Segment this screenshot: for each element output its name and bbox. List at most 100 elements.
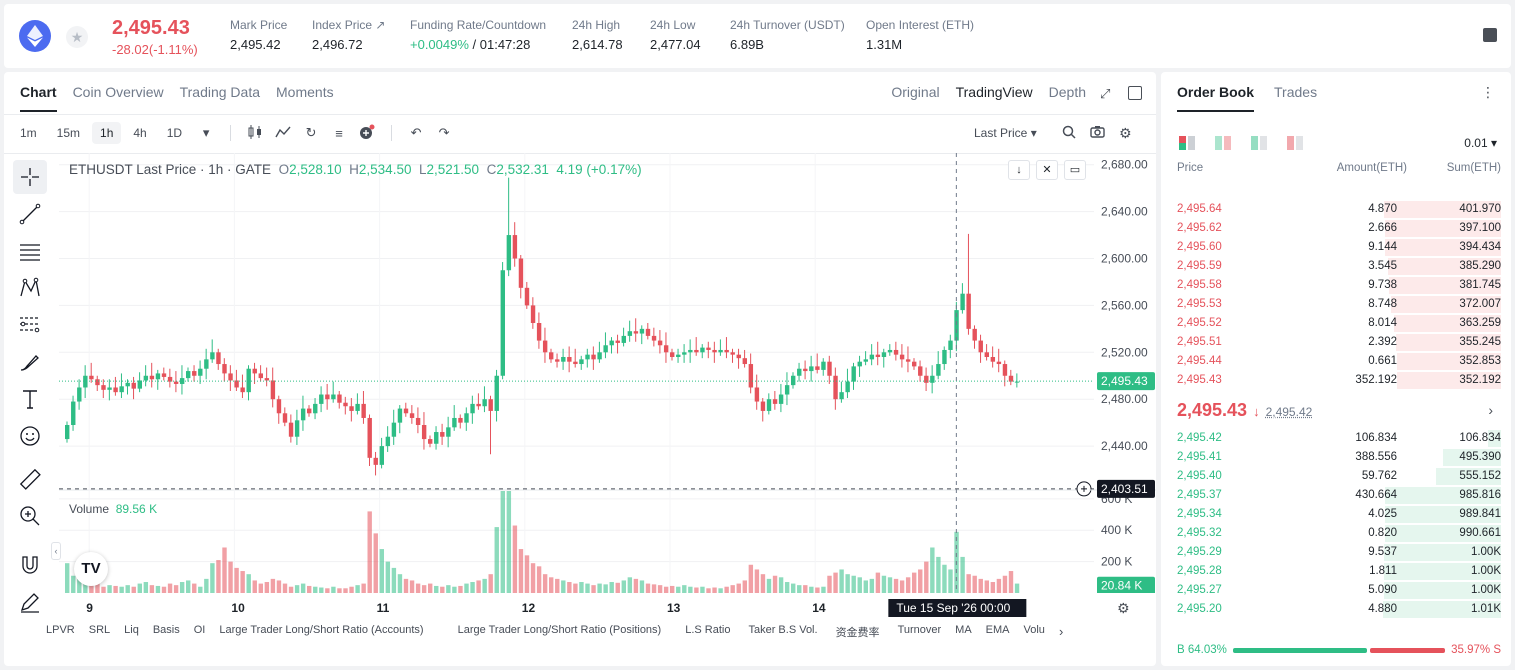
row-price: 2,495.42 [1177, 432, 1222, 444]
precision-select[interactable]: 0.01 ▾ [1464, 136, 1497, 150]
candle-type-icon[interactable] [243, 124, 267, 142]
bid-row[interactable]: 2,495.32 0.820 990.661 [1161, 524, 1511, 543]
ask-row[interactable]: 2,495.52 8.014 363.259 [1161, 314, 1511, 333]
brush-icon[interactable] [13, 345, 47, 379]
bid-row[interactable]: 2,495.28 1.811 1.00K [1161, 562, 1511, 581]
timeframe-1d[interactable]: 1D [166, 126, 183, 140]
chart-settings-icon[interactable]: ⚙ [1117, 600, 1130, 616]
collapse-toolbar-icon[interactable]: ‹ [51, 542, 61, 560]
indicator-liq[interactable]: Liq [124, 624, 139, 636]
tab-chart[interactable]: Chart [20, 84, 57, 112]
candlestick-chart[interactable] [59, 153, 1094, 593]
bid-row[interactable]: 2,495.41 388.556 495.390 [1161, 448, 1511, 467]
indicator-lpvr[interactable]: LPVR [46, 624, 75, 636]
maximize-icon[interactable]: ▭ [1064, 160, 1086, 180]
text-tool-icon[interactable] [13, 382, 47, 416]
bid-row[interactable]: 2,495.34 4.025 989.841 [1161, 505, 1511, 524]
ruler-icon[interactable] [13, 462, 47, 496]
expand-icon[interactable]: ⤢ [1100, 86, 1111, 101]
timeframe-4h[interactable]: 4h [133, 126, 147, 140]
timeframe-1m[interactable]: 1m [20, 126, 37, 140]
gear-icon[interactable]: ⚙ [1119, 125, 1132, 141]
mode-both-icon[interactable] [1179, 136, 1195, 150]
lock-pencil-icon[interactable] [13, 585, 47, 619]
more-options-icon[interactable]: ⋮ [1481, 84, 1495, 100]
time-axis[interactable]: 9 10 11 12 13 14 Tue 15 Sep '26 00:00 [59, 599, 1094, 617]
chevron-right-icon[interactable]: › [1058, 624, 1064, 639]
timeframe-dropdown-icon[interactable]: ▾ [202, 125, 210, 140]
mode-bids-asks-icon[interactable] [1215, 136, 1231, 150]
indicator-ls-ratio[interactable]: L.S Ratio [685, 624, 731, 636]
view-original[interactable]: Original [891, 84, 940, 100]
emoji-icon[interactable] [13, 419, 47, 453]
indicators-icon[interactable] [271, 125, 295, 142]
index-price-stat[interactable]: Index Price ↗ 2,496.72 [312, 18, 385, 52]
favorite-star-icon[interactable]: ★ [66, 26, 88, 48]
candle-body [670, 352, 675, 357]
price-axis[interactable]: 2,680.00 2,640.00 2,600.00 2,560.00 2,520.00… [1089, 153, 1156, 593]
undo-icon[interactable]: ↶ [410, 125, 422, 140]
ask-row[interactable]: 2,495.58 9.738 381.745 [1161, 276, 1511, 295]
bid-row[interactable]: 2,495.40 59.762 555.152 [1161, 467, 1511, 486]
stat-label[interactable]: Index Price ↗ [312, 18, 386, 32]
bid-row[interactable]: 2,495.37 430.664 985.816 [1161, 486, 1511, 505]
ask-row[interactable]: 2,495.62 2.666 397.100 [1161, 219, 1511, 238]
fib-retracement-icon[interactable] [13, 308, 47, 342]
ask-row[interactable]: 2,495.43 352.192 352.192 [1161, 371, 1511, 390]
bid-row[interactable]: 2,495.42 106.834 106.834 [1161, 429, 1511, 448]
book-icon[interactable] [1483, 28, 1497, 42]
collapse-icon[interactable]: ✕ [1036, 160, 1058, 180]
chevron-right-icon[interactable]: › [1488, 402, 1493, 418]
tab-trades[interactable]: Trades [1274, 84, 1318, 100]
mode-bids-icon[interactable] [1251, 136, 1267, 150]
camera-icon[interactable] [1090, 125, 1105, 142]
bid-row[interactable]: 2,495.20 4.880 1.01K [1161, 600, 1511, 619]
mode-asks-icon[interactable] [1287, 136, 1303, 150]
ask-row[interactable]: 2,495.53 8.748 372.007 [1161, 295, 1511, 314]
tab-coin-overview[interactable]: Coin Overview [72, 84, 164, 100]
bid-row[interactable]: 2,495.27 5.090 1.00K [1161, 581, 1511, 600]
timeframe-15m[interactable]: 15m [56, 126, 81, 140]
price-type-select[interactable]: Last Price ▾ [974, 126, 1037, 140]
crosshair-icon[interactable] [13, 160, 47, 194]
horizontal-lines-icon[interactable] [13, 234, 47, 268]
add-alert-icon[interactable] [355, 124, 379, 143]
pattern-icon[interactable] [13, 271, 47, 305]
view-tradingview[interactable]: TradingView [955, 84, 1033, 100]
tab-moments[interactable]: Moments [276, 84, 334, 100]
bid-row[interactable]: 2,495.29 9.537 1.00K [1161, 543, 1511, 562]
indicator-oi[interactable]: OI [193, 624, 206, 636]
redo-icon[interactable]: ↷ [438, 125, 450, 140]
window-icon[interactable] [1128, 86, 1142, 100]
indicator-ls-accounts[interactable]: Large Trader Long/Short Ratio (Accounts) [219, 624, 424, 636]
timeframe-1h[interactable]: 1h [92, 122, 122, 144]
indicator-ls-positions[interactable]: Large Trader Long/Short Ratio (Positions… [457, 624, 662, 636]
magnet-icon[interactable] [13, 548, 47, 582]
indicator-volume[interactable]: Volu [1023, 624, 1045, 636]
ask-row[interactable]: 2,495.59 3.545 385.290 [1161, 257, 1511, 276]
legend-change: 4.19 (+0.17%) [556, 162, 642, 177]
trend-line-icon[interactable] [13, 197, 47, 231]
view-depth[interactable]: Depth [1048, 84, 1086, 100]
x-tick-label: 13 [667, 601, 681, 615]
tab-order-book[interactable]: Order Book [1177, 84, 1255, 112]
indicator-funding-rate[interactable]: 资金费率 [835, 627, 880, 639]
ask-row[interactable]: 2,495.44 0.661 352.853 [1161, 352, 1511, 371]
indicator-basis[interactable]: Basis [152, 624, 180, 636]
indicator-ema[interactable]: EMA [985, 624, 1010, 636]
template-icon[interactable]: ≡ [335, 125, 343, 141]
ask-row[interactable]: 2,495.51 2.392 355.245 [1161, 333, 1511, 352]
indicator-taker-vol[interactable]: Taker B.S Vol. [748, 624, 818, 636]
indicator-srl[interactable]: SRL [88, 624, 111, 636]
indicator-ma[interactable]: MA [955, 624, 972, 636]
download-icon[interactable]: ↓ [1008, 160, 1030, 180]
ask-row[interactable]: 2,495.64 4.870 401.970 [1161, 200, 1511, 219]
indicator-turnover[interactable]: Turnover [897, 624, 942, 636]
volume-bar [657, 585, 663, 593]
crosshair-price-tag: 2,403.51 [1101, 482, 1148, 496]
zoom-in-icon[interactable] [13, 499, 47, 533]
replay-icon[interactable]: ↻ [305, 125, 317, 140]
tab-trading-data[interactable]: Trading Data [179, 84, 261, 100]
search-icon[interactable] [1062, 125, 1076, 142]
ask-row[interactable]: 2,495.60 9.144 394.434 [1161, 238, 1511, 257]
